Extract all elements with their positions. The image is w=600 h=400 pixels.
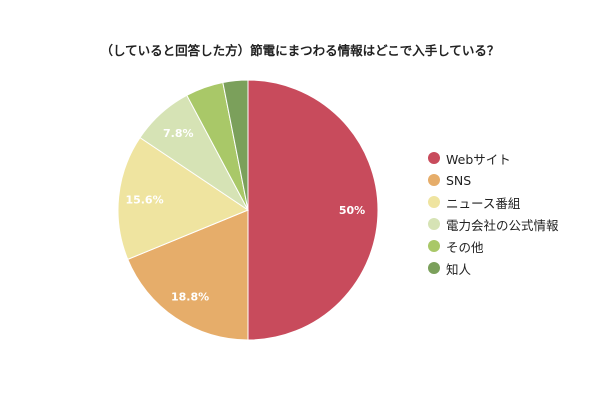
slice-data-label: 15.6% xyxy=(125,194,163,207)
legend-item[interactable]: ニュース番組 xyxy=(428,191,559,213)
legend-marker xyxy=(428,196,440,208)
chart-title: （していると回答した方）節電にまつわる情報はどこで入手している？ xyxy=(100,43,500,58)
pie-slice[interactable] xyxy=(247,79,379,341)
legend-item[interactable]: SNS xyxy=(428,169,559,191)
legend-label: その他 xyxy=(446,239,484,255)
legend-label: SNS xyxy=(446,172,472,188)
legend-item[interactable]: 電力会社の公式情報 xyxy=(428,213,559,235)
legend-item[interactable]: その他 xyxy=(428,235,559,257)
legend-marker xyxy=(428,152,440,164)
pie-slice[interactable] xyxy=(222,79,249,211)
legend: Webサイト SNS ニュース番組 電力会社の公式情報 その他 知人 xyxy=(428,147,559,279)
legend-label: Webサイト xyxy=(446,151,511,167)
slice-data-label: 50% xyxy=(339,204,365,217)
slice-data-label: 7.8% xyxy=(163,127,194,140)
pie-slice[interactable] xyxy=(117,136,250,261)
legend-item[interactable]: Webサイト xyxy=(428,147,559,169)
legend-item[interactable]: 知人 xyxy=(428,257,559,279)
legend-label: ニュース番組 xyxy=(446,195,521,211)
pie-slice[interactable] xyxy=(127,209,249,341)
legend-marker xyxy=(428,218,440,230)
slice-data-label: 18.8% xyxy=(171,290,209,303)
legend-label: 電力会社の公式情報 xyxy=(446,217,559,233)
legend-marker xyxy=(428,262,440,274)
legend-label: 知人 xyxy=(446,261,472,277)
legend-marker xyxy=(428,174,440,186)
legend-marker xyxy=(428,240,440,252)
